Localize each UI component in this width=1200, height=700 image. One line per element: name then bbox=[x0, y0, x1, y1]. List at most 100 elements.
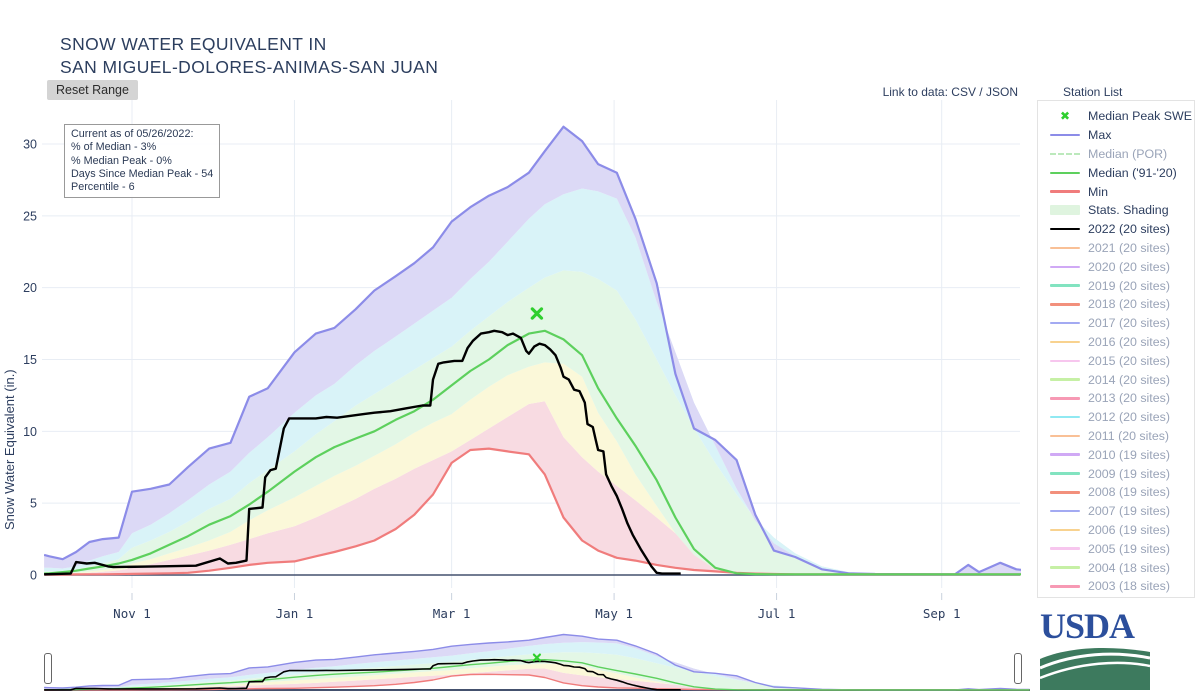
line-max bbox=[44, 125, 1021, 576]
line-median-91-20 bbox=[44, 329, 1021, 576]
legend-item-median-peak-swe[interactable]: ✖ Median Peak SWE bbox=[1038, 107, 1194, 126]
legend-swatch-2003-18-sites bbox=[1050, 585, 1080, 588]
legend-swatch-2006-19-sites bbox=[1050, 528, 1080, 532]
legend-item-2011-20-sites[interactable]: 2011 (20 sites) bbox=[1038, 427, 1194, 446]
line-swatch-icon bbox=[1050, 152, 1080, 155]
legend-label-2012-20-sites: 2012 (20 sites) bbox=[1088, 410, 1170, 425]
legend-item-2013-20-sites[interactable]: 2013 (20 sites) bbox=[1038, 389, 1194, 408]
range-slider-left-handle[interactable] bbox=[44, 653, 52, 684]
line-2022 bbox=[44, 658, 681, 691]
line-2022 bbox=[44, 329, 681, 576]
legend-swatch-2018-20-sites bbox=[1050, 303, 1080, 306]
chart-title-line2: SAN MIGUEL-DOLORES-ANIMAS-SAN JUAN bbox=[60, 57, 439, 77]
link-separator: / bbox=[975, 85, 986, 99]
legend-item-2004-18-sites[interactable]: 2004 (18 sites) bbox=[1038, 558, 1194, 577]
link-to-data-label: Link to data: bbox=[882, 85, 952, 99]
line-swatch-icon bbox=[1050, 547, 1080, 550]
station-list-link[interactable]: Station List bbox=[1063, 85, 1123, 99]
legend-swatch-median-91-20 bbox=[1050, 171, 1080, 175]
legend-label-median-por: Median (POR) bbox=[1088, 146, 1168, 161]
csv-link[interactable]: CSV bbox=[951, 85, 976, 99]
legend-label-2014-20-sites: 2014 (20 sites) bbox=[1088, 372, 1170, 387]
json-link[interactable]: JSON bbox=[985, 85, 1018, 99]
legend-item-2012-20-sites[interactable]: 2012 (20 sites) bbox=[1038, 408, 1194, 427]
line-swatch-icon bbox=[1050, 303, 1080, 306]
legend-swatch-2020-20-sites bbox=[1050, 265, 1080, 269]
legend-item-stats-shading[interactable]: Stats. Shading bbox=[1038, 201, 1194, 220]
legend-item-2016-20-sites[interactable]: 2016 (20 sites) bbox=[1038, 333, 1194, 352]
legend-swatch-2004-18-sites bbox=[1050, 566, 1080, 569]
legend-item-2003-18-sites[interactable]: 2003 (18 sites) bbox=[1038, 577, 1194, 596]
reset-range-button[interactable]: Reset Range bbox=[47, 80, 138, 100]
legend-swatch-2022-20-sites bbox=[1050, 227, 1080, 231]
x-tick-label: Sep 1 bbox=[923, 606, 961, 621]
line-median-91-20 bbox=[44, 659, 1030, 691]
band-p10-p30 bbox=[44, 362, 1021, 575]
legend-label-2016-20-sites: 2016 (20 sites) bbox=[1088, 334, 1170, 349]
band-min-p10 bbox=[44, 401, 1021, 575]
legend-swatch-2011-20-sites bbox=[1050, 434, 1080, 438]
line-swatch-icon bbox=[1050, 246, 1080, 250]
legend-swatch-2014-20-sites bbox=[1050, 378, 1080, 381]
line-swatch-icon bbox=[1050, 171, 1080, 175]
y-tick-label: 15 bbox=[23, 353, 37, 367]
band-stats-shading bbox=[44, 652, 1030, 690]
legend-item-2021-20-sites[interactable]: 2021 (20 sites) bbox=[1038, 239, 1194, 258]
usda-logo: USDA bbox=[1039, 608, 1152, 695]
legend-swatch-min bbox=[1050, 190, 1080, 193]
legend-label-2017-20-sites: 2017 (20 sites) bbox=[1088, 316, 1170, 331]
legend-label-2005-19-sites: 2005 (19 sites) bbox=[1088, 541, 1170, 556]
median-peak-swe-marker bbox=[532, 653, 542, 662]
legend-label-2020-20-sites: 2020 (20 sites) bbox=[1088, 259, 1170, 274]
legend-label-max: Max bbox=[1088, 128, 1112, 143]
legend-swatch-median-peak-swe: ✖ bbox=[1050, 110, 1080, 122]
legend-item-2020-20-sites[interactable]: 2020 (20 sites) bbox=[1038, 257, 1194, 276]
legend-label-2009-19-sites: 2009 (19 sites) bbox=[1088, 466, 1170, 481]
legend-item-2005-19-sites[interactable]: 2005 (19 sites) bbox=[1038, 539, 1194, 558]
range-selector-plot bbox=[44, 633, 1030, 691]
band-p70-p90 bbox=[44, 642, 1030, 690]
legend-item-2017-20-sites[interactable]: 2017 (20 sites) bbox=[1038, 314, 1194, 333]
x-marker-icon: ✖ bbox=[1059, 109, 1071, 124]
legend-label-2013-20-sites: 2013 (20 sites) bbox=[1088, 391, 1170, 406]
legend-item-2015-20-sites[interactable]: 2015 (20 sites) bbox=[1038, 351, 1194, 370]
line-swatch-icon bbox=[1050, 528, 1080, 532]
y-tick-label: 25 bbox=[23, 209, 37, 223]
line-swatch-icon bbox=[1050, 321, 1080, 325]
line-swatch-icon bbox=[1050, 434, 1080, 438]
line-swatch-icon bbox=[1050, 190, 1080, 193]
legend-item-2018-20-sites[interactable]: 2018 (20 sites) bbox=[1038, 295, 1194, 314]
range-slider-right-handle[interactable] bbox=[1014, 653, 1022, 684]
legend-swatch-2021-20-sites bbox=[1050, 246, 1080, 250]
line-swatch-icon bbox=[1050, 284, 1080, 287]
legend-item-median-por[interactable]: Median (POR) bbox=[1038, 145, 1194, 164]
legend-item-2019-20-sites[interactable]: 2019 (20 sites) bbox=[1038, 276, 1194, 295]
line-swatch-icon bbox=[1050, 378, 1080, 381]
line-swatch-icon bbox=[1050, 566, 1080, 569]
legend-item-2008-19-sites[interactable]: 2008 (19 sites) bbox=[1038, 483, 1194, 502]
line-swatch-icon bbox=[1050, 472, 1080, 475]
legend-item-2007-19-sites[interactable]: 2007 (19 sites) bbox=[1038, 502, 1194, 521]
legend-swatch-max bbox=[1050, 133, 1080, 137]
legend-label-median-91-20: Median ('91-'20) bbox=[1088, 165, 1177, 180]
legend-item-2022-20-sites[interactable]: 2022 (20 sites) bbox=[1038, 220, 1194, 239]
line-swatch-icon bbox=[1050, 585, 1080, 588]
line-swatch-icon bbox=[1050, 265, 1080, 269]
legend-item-2010-19-sites[interactable]: 2010 (19 sites) bbox=[1038, 445, 1194, 464]
legend-item-median-91-20[interactable]: Median ('91-'20) bbox=[1038, 163, 1194, 182]
legend-item-min[interactable]: Min bbox=[1038, 182, 1194, 201]
legend-label-2004-18-sites: 2004 (18 sites) bbox=[1088, 560, 1170, 575]
legend-item-max[interactable]: Max bbox=[1038, 126, 1194, 145]
legend-label-2006-19-sites: 2006 (19 sites) bbox=[1088, 522, 1170, 537]
shading-swatch-icon bbox=[1050, 205, 1080, 216]
band-p70-p90 bbox=[44, 188, 1021, 575]
legend-item-2006-19-sites[interactable]: 2006 (19 sites) bbox=[1038, 521, 1194, 540]
legend-label-2021-20-sites: 2021 (20 sites) bbox=[1088, 240, 1170, 255]
legend-label-2011-20-sites: 2011 (20 sites) bbox=[1088, 428, 1170, 443]
legend-item-2009-19-sites[interactable]: 2009 (19 sites) bbox=[1038, 464, 1194, 483]
legend-item-2014-20-sites[interactable]: 2014 (20 sites) bbox=[1038, 370, 1194, 389]
band-min-p10 bbox=[44, 668, 1030, 690]
legend-swatch-2009-19-sites bbox=[1050, 472, 1080, 475]
line-swatch-icon bbox=[1050, 491, 1080, 494]
